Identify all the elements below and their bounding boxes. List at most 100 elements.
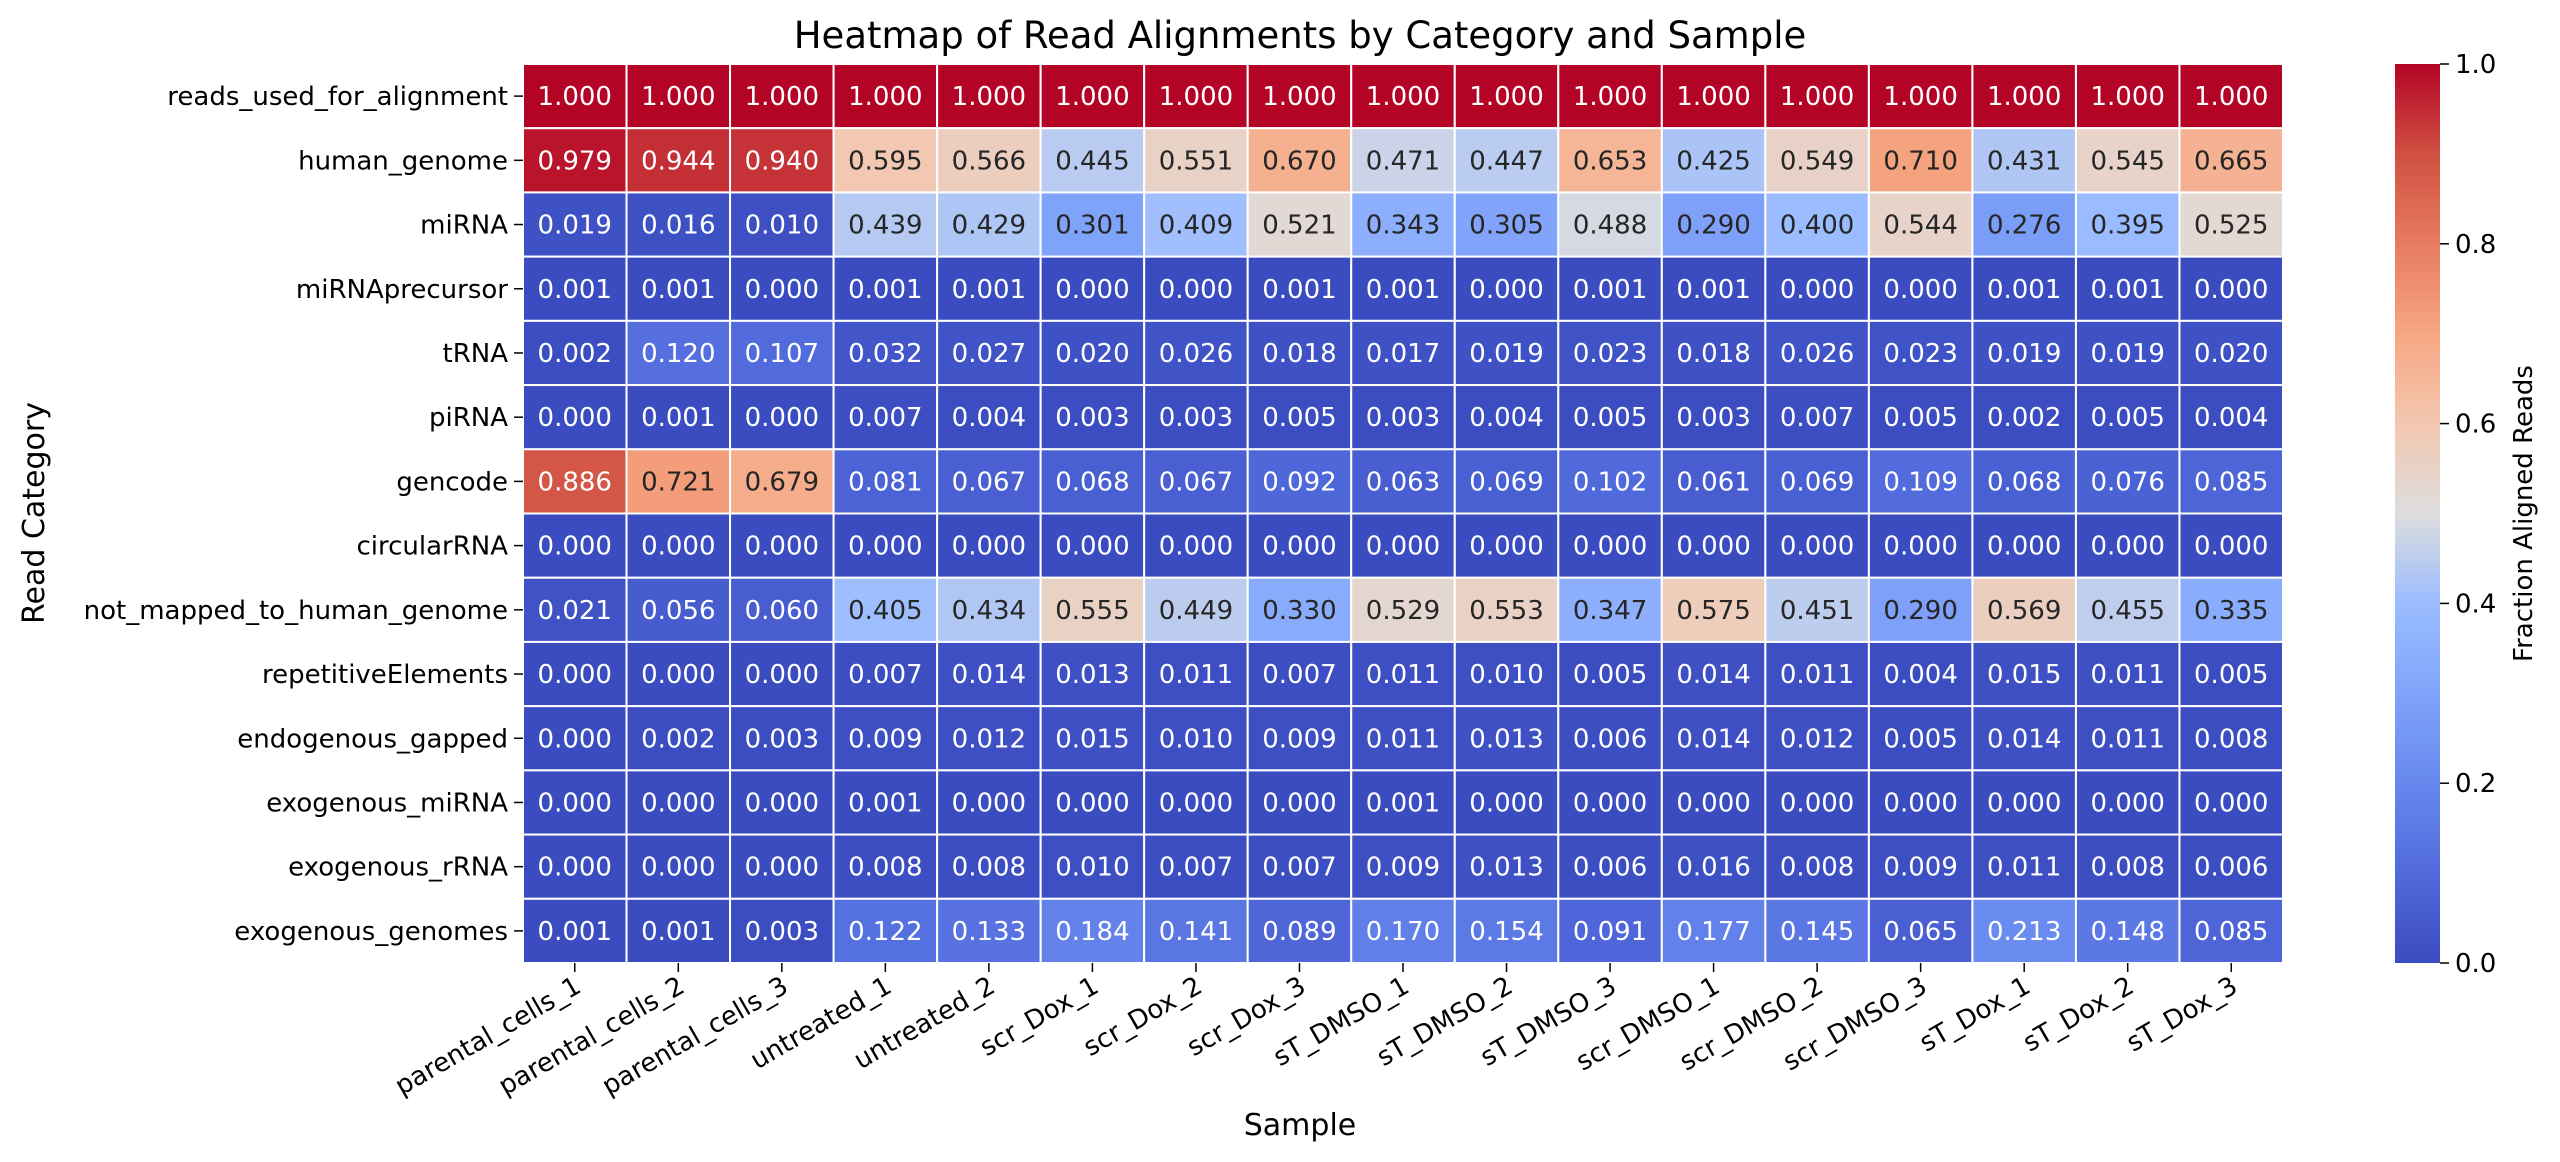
heatmap-cell (832, 319, 939, 387)
cell-value-label: 0.014 (952, 660, 1026, 690)
cell-value-label: 0.003 (1366, 403, 1440, 433)
cell-value-label: 1.000 (1469, 82, 1543, 112)
cell-value-label: 0.014 (1987, 724, 2061, 754)
cell-value-label: 0.014 (1676, 660, 1750, 690)
heatmap-cell (2178, 705, 2285, 772)
cell-value-label: 0.549 (1780, 146, 1854, 176)
cell-value-label: 0.000 (1780, 275, 1854, 305)
heatmap-cell (729, 127, 835, 194)
y-tick-label: piRNA (429, 403, 508, 433)
cell-value-label: 0.001 (1366, 275, 1440, 305)
cell-value-label: 1.000 (848, 82, 922, 112)
heatmap-cell (729, 705, 835, 772)
heatmap-cell (832, 833, 939, 900)
heatmap-cell (1039, 448, 1146, 515)
cell-value-label: 0.001 (848, 275, 922, 305)
heatmap-cell (729, 384, 835, 451)
heatmap-cell (2074, 319, 2181, 387)
heatmap-cell (1971, 576, 2077, 643)
cell-value-label: 0.000 (1469, 275, 1543, 305)
cell-value-label: 1.000 (1366, 82, 1440, 112)
cell-value-label: 0.000 (952, 788, 1026, 818)
cell-value-label: 0.013 (1469, 853, 1543, 883)
y-tick-label: not_mapped_to_human_genome (84, 596, 508, 626)
heatmap-cell (1971, 319, 2077, 387)
heatmap-cell (625, 576, 732, 643)
cell-value-label: 0.003 (1676, 403, 1750, 433)
heatmap-cell (1039, 384, 1146, 451)
cell-value-label: 0.020 (2194, 339, 2268, 369)
heatmap-cell (1971, 640, 2077, 708)
cell-value-label: 0.301 (1055, 211, 1129, 241)
heatmap-cell (1039, 897, 1146, 964)
cell-value-label: 0.092 (1262, 467, 1336, 497)
x-axis-label: Sample (1244, 1108, 1357, 1143)
heatmap-cell (936, 127, 1042, 194)
cell-value-label: 0.439 (848, 211, 922, 241)
cell-value-label: 0.002 (538, 339, 612, 369)
cell-value-label: 0.007 (1262, 853, 1336, 883)
heatmap-cell (1453, 769, 1560, 836)
colorbar-tick-label: 0.6 (2455, 410, 2496, 440)
heatmap-cell (2178, 897, 2285, 964)
heatmap-cell (1867, 833, 1974, 900)
x-tick-label: sT_Dox_2 (2018, 971, 2139, 1058)
heatmap-cell (729, 833, 835, 900)
heatmap-cell (1660, 384, 1767, 451)
cell-value-label: 0.013 (1055, 660, 1129, 690)
cell-value-label: 0.081 (848, 467, 922, 497)
cell-value-label: 0.032 (848, 339, 922, 369)
cell-value-label: 0.575 (1676, 596, 1750, 626)
cell-value-label: 0.000 (745, 660, 819, 690)
cell-value-label: 0.008 (848, 853, 922, 883)
cell-value-label: 0.405 (848, 596, 922, 626)
heatmap-cell (1453, 448, 1560, 515)
cell-value-label: 0.007 (1262, 660, 1336, 690)
heatmap-cell (1557, 191, 1663, 258)
heatmap-cell (1764, 448, 1870, 515)
heatmap-cell (1557, 384, 1663, 451)
heatmap-cell (1764, 255, 1870, 322)
cell-value-label: 0.018 (1262, 339, 1336, 369)
heatmap-cell (2178, 833, 2285, 900)
cell-value-label: 0.000 (1055, 532, 1129, 562)
heatmap-cell (2074, 191, 2181, 258)
cell-value-label: 0.000 (1987, 532, 2061, 562)
cell-value-label: 0.529 (1366, 596, 1440, 626)
cell-value-label: 0.521 (1262, 211, 1336, 241)
cell-value-label: 0.154 (1469, 917, 1543, 947)
cell-value-label: 0.545 (2090, 146, 2164, 176)
cell-value-label: 0.335 (2194, 596, 2268, 626)
heatmap-cell (625, 448, 732, 515)
cell-value-label: 0.455 (2090, 596, 2164, 626)
cell-value-label: 0.000 (538, 853, 612, 883)
cell-value-label: 0.005 (1262, 403, 1336, 433)
cell-value-label: 0.009 (1366, 853, 1440, 883)
heatmap-cell (1660, 512, 1767, 579)
cell-value-label: 0.445 (1055, 146, 1129, 176)
heatmap-cell (832, 127, 939, 194)
cell-value-label: 0.009 (1883, 853, 1957, 883)
cell-value-label: 0.290 (1883, 596, 1957, 626)
cell-value-label: 0.005 (1573, 660, 1647, 690)
chart-title: Heatmap of Read Alignments by Category a… (794, 14, 1807, 57)
heatmap-cell (1246, 319, 1353, 387)
heatmap-cell (1039, 833, 1146, 900)
y-tick-label: exogenous_miRNA (266, 788, 508, 818)
cell-value-label: 1.000 (641, 82, 715, 112)
cell-value-label: 0.000 (1159, 532, 1233, 562)
cell-value-label: 0.000 (641, 788, 715, 818)
x-tick-label: parental_cells_2 (494, 971, 690, 1102)
heatmap-cell (1764, 833, 1870, 900)
cell-value-label: 0.020 (1055, 339, 1129, 369)
cell-value-label: 0.000 (2194, 275, 2268, 305)
cell-value-label: 0.010 (1055, 853, 1129, 883)
cell-value-label: 0.019 (538, 211, 612, 241)
heatmap-cell (1867, 897, 1974, 964)
cell-value-label: 0.569 (1987, 596, 2061, 626)
cell-value-label: 0.026 (1159, 339, 1233, 369)
cell-value-label: 0.000 (1780, 532, 1854, 562)
heatmap-cell (1246, 769, 1353, 836)
cell-value-label: 0.010 (1469, 660, 1543, 690)
cell-value-label: 1.000 (952, 82, 1026, 112)
